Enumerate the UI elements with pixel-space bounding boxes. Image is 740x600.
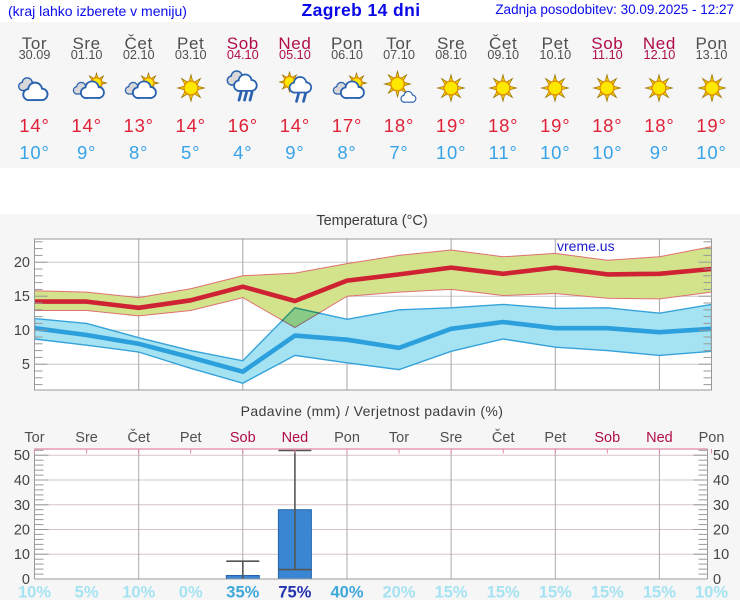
svg-text:20%: 20% bbox=[382, 584, 415, 600]
svg-text:75%: 75% bbox=[278, 584, 311, 600]
svg-text:15%: 15% bbox=[435, 584, 468, 600]
svg-text:10%: 10% bbox=[122, 584, 155, 600]
svg-text:Pon: Pon bbox=[334, 430, 360, 446]
svg-text:50: 50 bbox=[713, 448, 729, 464]
svg-text:Sre: Sre bbox=[75, 430, 98, 446]
svg-text:Temperatura (°C): Temperatura (°C) bbox=[316, 213, 427, 229]
svg-text:Padavine (mm) / Verjetnost pad: Padavine (mm) / Verjetnost padavin (%) bbox=[241, 403, 504, 419]
svg-text:30: 30 bbox=[14, 498, 30, 514]
svg-text:20: 20 bbox=[14, 255, 30, 271]
svg-text:15: 15 bbox=[14, 289, 30, 305]
svg-text:Ned: Ned bbox=[646, 430, 673, 446]
svg-text:20: 20 bbox=[14, 523, 30, 539]
svg-text:30: 30 bbox=[713, 498, 729, 514]
svg-text:5%: 5% bbox=[75, 584, 99, 600]
svg-text:Ned: Ned bbox=[282, 430, 309, 446]
svg-text:vreme.us: vreme.us bbox=[557, 238, 615, 254]
svg-text:10: 10 bbox=[14, 547, 30, 563]
svg-text:15%: 15% bbox=[591, 584, 624, 600]
svg-text:Tor: Tor bbox=[389, 430, 409, 446]
svg-text:Pon: Pon bbox=[699, 430, 725, 446]
svg-text:15%: 15% bbox=[643, 584, 676, 600]
svg-text:10%: 10% bbox=[695, 584, 728, 600]
svg-text:10: 10 bbox=[14, 323, 30, 339]
svg-text:0: 0 bbox=[713, 572, 721, 588]
svg-text:Tor: Tor bbox=[24, 430, 44, 446]
svg-text:15%: 15% bbox=[539, 584, 572, 600]
svg-text:10%: 10% bbox=[18, 584, 51, 600]
svg-text:0%: 0% bbox=[179, 584, 203, 600]
svg-text:50: 50 bbox=[14, 448, 30, 464]
svg-text:40: 40 bbox=[713, 473, 729, 489]
svg-text:Sre: Sre bbox=[440, 430, 463, 446]
svg-text:10: 10 bbox=[713, 547, 729, 563]
svg-text:Pet: Pet bbox=[544, 430, 566, 446]
svg-text:Čet: Čet bbox=[127, 429, 150, 446]
svg-text:5: 5 bbox=[22, 357, 30, 373]
svg-text:Pet: Pet bbox=[180, 430, 202, 446]
svg-text:40%: 40% bbox=[330, 584, 363, 600]
svg-text:0: 0 bbox=[22, 572, 30, 588]
svg-text:Čet: Čet bbox=[492, 429, 515, 446]
svg-text:15%: 15% bbox=[487, 584, 520, 600]
svg-text:Sob: Sob bbox=[594, 430, 620, 446]
svg-text:35%: 35% bbox=[226, 584, 259, 600]
svg-text:Sob: Sob bbox=[230, 430, 256, 446]
svg-text:20: 20 bbox=[713, 523, 729, 539]
svg-text:40: 40 bbox=[14, 473, 30, 489]
